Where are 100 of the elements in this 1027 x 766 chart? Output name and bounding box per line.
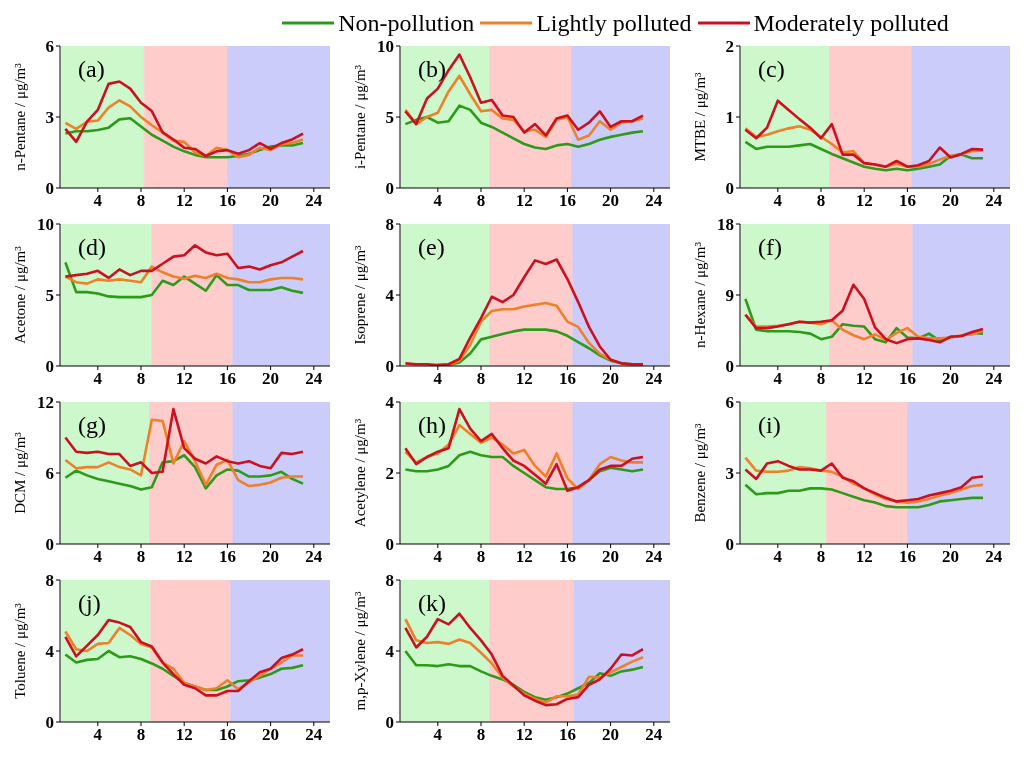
x-tick-label: 8 bbox=[476, 191, 486, 211]
x-tick-label: 16 bbox=[218, 369, 236, 389]
x-tick-label: 8 bbox=[136, 547, 146, 567]
x-tick-label: 4 bbox=[773, 191, 783, 211]
x-tick-label: 8 bbox=[816, 369, 826, 389]
x-tick-label: 20 bbox=[262, 191, 280, 211]
x-tick-label: 20 bbox=[602, 547, 620, 567]
x-tick-label: 8 bbox=[136, 725, 146, 745]
x-tick-label: 24 bbox=[985, 369, 1003, 389]
y-tick-label: 6 bbox=[45, 464, 54, 484]
x-tick-label: 8 bbox=[476, 725, 486, 745]
x-tick-label: 16 bbox=[558, 725, 576, 745]
y-tick-label: 5 bbox=[385, 108, 394, 128]
y-axis-title: Toluene / μg/m³ bbox=[12, 602, 28, 699]
line-series bbox=[64, 418, 305, 488]
y-tick-label: 0 bbox=[385, 535, 394, 555]
y-tick-label: 2 bbox=[725, 37, 734, 57]
y-tick-label: 4 bbox=[45, 642, 55, 662]
y-tick-label: 4 bbox=[385, 642, 395, 662]
annotation: (e) bbox=[418, 234, 445, 261]
line-series bbox=[64, 453, 305, 491]
y-tick-label: 9 bbox=[725, 286, 734, 306]
line-series bbox=[744, 283, 985, 345]
x-tick-label: 24 bbox=[305, 369, 323, 389]
x-tick-label: 20 bbox=[942, 369, 960, 389]
y-tick-label: 0 bbox=[385, 357, 394, 377]
x-tick-label: 8 bbox=[816, 191, 826, 211]
legend-label: Lightly polluted bbox=[536, 9, 692, 37]
y-tick-label: 1 bbox=[725, 108, 734, 128]
line-series bbox=[744, 483, 985, 509]
line-series bbox=[64, 407, 305, 475]
x-tick-label: 4 bbox=[93, 369, 103, 389]
x-tick-label: 4 bbox=[93, 547, 103, 567]
x-tick-label: 16 bbox=[898, 547, 916, 567]
line-series bbox=[744, 99, 985, 168]
legend-label: Moderately polluted bbox=[753, 9, 949, 37]
annotation: (a) bbox=[78, 56, 105, 83]
x-tick-label: 12 bbox=[855, 547, 873, 567]
y-axis-title: Benzene / μg/m³ bbox=[692, 422, 708, 523]
annotation: (i) bbox=[758, 412, 781, 439]
x-tick-label: 20 bbox=[262, 369, 280, 389]
x-tick-label: 20 bbox=[942, 547, 960, 567]
x-tick-label: 4 bbox=[433, 369, 443, 389]
x-tick-label: 8 bbox=[476, 547, 486, 567]
annotation: (j) bbox=[78, 590, 101, 617]
x-tick-label: 4 bbox=[433, 725, 443, 745]
x-tick-label: 16 bbox=[898, 191, 916, 211]
x-tick-label: 12 bbox=[855, 369, 873, 389]
line-series bbox=[64, 265, 305, 285]
annotation: (c) bbox=[758, 56, 785, 83]
x-tick-label: 8 bbox=[816, 547, 826, 567]
x-tick-label: 12 bbox=[175, 369, 193, 389]
x-tick-label: 24 bbox=[645, 191, 663, 211]
y-axis-title: MTBE / μg/m³ bbox=[692, 71, 708, 162]
y-tick-label: 0 bbox=[725, 179, 734, 199]
x-tick-label: 16 bbox=[558, 547, 576, 567]
line-series bbox=[64, 618, 305, 697]
y-tick-label: 10 bbox=[377, 37, 394, 57]
annotation: (h) bbox=[418, 412, 446, 439]
x-tick-label: 24 bbox=[645, 547, 663, 567]
y-axis-title: i-Pentane / μg/m³ bbox=[352, 64, 368, 170]
y-axis-title: n-Pentane / μg/m³ bbox=[12, 62, 28, 171]
y-tick-label: 18 bbox=[717, 215, 734, 235]
x-tick-label: 12 bbox=[515, 547, 533, 567]
y-tick-label: 0 bbox=[725, 535, 734, 555]
x-tick-label: 24 bbox=[985, 191, 1003, 211]
annotation: (d) bbox=[78, 234, 106, 261]
y-tick-label: 8 bbox=[45, 571, 54, 591]
x-tick-label: 8 bbox=[476, 369, 486, 389]
x-tick-label: 24 bbox=[305, 191, 323, 211]
x-tick-label: 20 bbox=[942, 191, 960, 211]
y-tick-label: 6 bbox=[725, 393, 734, 413]
y-tick-label: 0 bbox=[45, 713, 54, 733]
x-tick-label: 12 bbox=[515, 369, 533, 389]
x-tick-label: 24 bbox=[645, 725, 663, 745]
line-series bbox=[64, 261, 305, 299]
y-tick-label: 0 bbox=[385, 713, 394, 733]
line-series bbox=[64, 80, 305, 158]
line-series bbox=[744, 140, 985, 172]
y-tick-label: 8 bbox=[385, 571, 394, 591]
x-tick-label: 16 bbox=[898, 369, 916, 389]
y-tick-label: 4 bbox=[385, 393, 395, 413]
y-tick-label: 2 bbox=[385, 464, 394, 484]
y-axis-title: m,p-Xylene / μg/m³ bbox=[352, 591, 368, 711]
y-tick-label: 0 bbox=[45, 179, 54, 199]
x-tick-label: 24 bbox=[645, 369, 663, 389]
line-series bbox=[404, 258, 645, 366]
y-tick-label: 8 bbox=[385, 215, 394, 235]
x-tick-label: 12 bbox=[515, 191, 533, 211]
x-tick-label: 20 bbox=[602, 191, 620, 211]
x-tick-label: 12 bbox=[175, 191, 193, 211]
x-tick-label: 16 bbox=[218, 725, 236, 745]
x-tick-label: 16 bbox=[218, 191, 236, 211]
y-axis-title: Acetone / μg/m³ bbox=[12, 245, 28, 344]
x-tick-label: 24 bbox=[305, 725, 323, 745]
y-axis-title: DCM / μg/m³ bbox=[12, 431, 28, 514]
y-tick-label: 5 bbox=[45, 286, 54, 306]
x-tick-label: 20 bbox=[602, 725, 620, 745]
x-tick-label: 4 bbox=[433, 191, 443, 211]
y-tick-label: 12 bbox=[37, 393, 54, 413]
